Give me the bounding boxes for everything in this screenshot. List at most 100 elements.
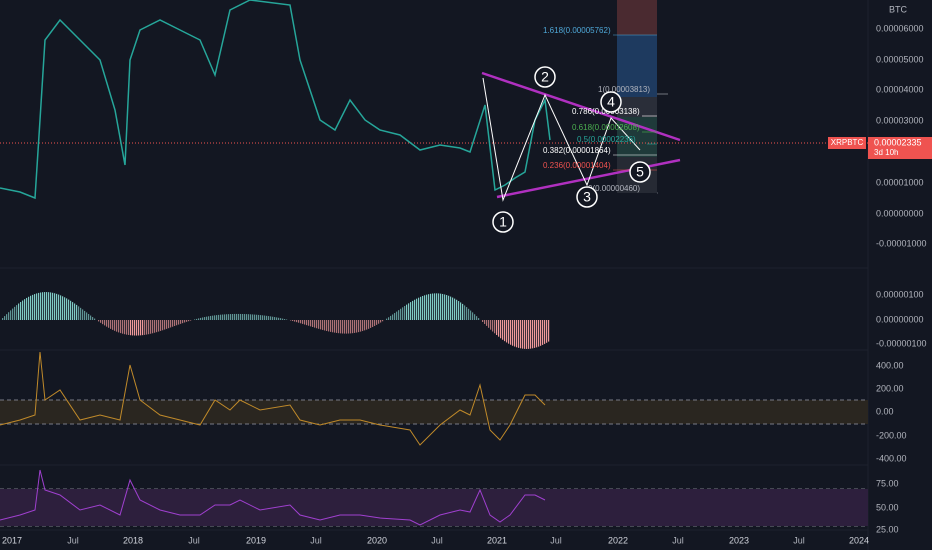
wave-circle xyxy=(629,161,651,183)
macd-bar xyxy=(250,314,252,320)
macd-bar xyxy=(478,318,480,320)
macd-bar xyxy=(320,320,322,330)
fib-label: 0.5(0.00002236) xyxy=(577,135,636,144)
macd-bar xyxy=(224,314,226,320)
macd-bar xyxy=(68,299,70,320)
macd-bar xyxy=(32,294,34,320)
macd-bar xyxy=(302,320,304,324)
macd-bar xyxy=(514,320,516,347)
fib-zone xyxy=(617,117,657,157)
macd-bar xyxy=(234,313,236,320)
macd-bar xyxy=(328,320,330,332)
macd-bar xyxy=(420,296,422,320)
axis-label: 0.00001000 xyxy=(876,177,924,187)
macd-bar xyxy=(18,303,20,320)
macd-bar xyxy=(204,317,206,320)
symbol: XRPBTC xyxy=(831,138,864,147)
macd-bar xyxy=(418,297,420,320)
macd-bar xyxy=(264,315,266,320)
macd-bar xyxy=(162,320,164,331)
macd-bar xyxy=(242,313,244,320)
macd-bar xyxy=(532,320,534,349)
macd-bar xyxy=(298,320,300,323)
macd-bar xyxy=(498,320,500,337)
macd-bar xyxy=(98,320,100,322)
macd-bar xyxy=(82,309,84,320)
macd-bar xyxy=(426,294,428,320)
macd-bar xyxy=(496,320,498,336)
fib-label: 0.618(0.00002608) xyxy=(572,123,640,132)
macd-bar xyxy=(486,320,488,326)
macd-bar xyxy=(544,320,546,344)
macd-bar xyxy=(430,293,432,320)
macd-bar xyxy=(446,295,448,320)
macd-bar xyxy=(398,310,400,320)
macd-bar xyxy=(304,320,306,325)
macd-bar xyxy=(208,316,210,320)
macd-bar xyxy=(216,315,218,320)
macd-bar xyxy=(450,296,452,320)
macd-bar xyxy=(520,320,522,349)
macd-bar xyxy=(284,319,286,320)
time-label: Jul xyxy=(793,535,805,545)
macd-bar xyxy=(334,320,336,333)
macd-bar xyxy=(100,320,102,323)
macd-bar xyxy=(378,320,380,324)
cci-line xyxy=(0,351,546,446)
macd-bar xyxy=(40,292,42,320)
wave-label: 3 xyxy=(583,189,591,205)
axis-label: 0.00006000 xyxy=(876,23,924,33)
macd-bar xyxy=(414,299,416,320)
axis-label: 400.00 xyxy=(876,360,904,370)
price: 0.00002335 xyxy=(874,137,922,147)
macd-bar xyxy=(258,314,260,320)
macd-bar xyxy=(482,320,484,322)
axis-label: 0.00000000 xyxy=(876,314,924,324)
macd-bar xyxy=(350,320,352,334)
macd-bar xyxy=(198,318,200,320)
macd-bar xyxy=(290,320,292,321)
cci-band xyxy=(0,400,868,424)
macd-bar xyxy=(358,320,360,333)
axis-label: 0.00003000 xyxy=(876,115,924,125)
macd-bar xyxy=(222,314,224,320)
macd-bar xyxy=(10,310,12,320)
macd-bar xyxy=(92,317,94,320)
macd-bar xyxy=(434,293,436,320)
macd-bar xyxy=(268,316,270,320)
axis-label: 50.00 xyxy=(876,502,899,512)
macd-bar xyxy=(368,320,370,329)
macd-bar xyxy=(24,299,26,320)
macd-bar xyxy=(296,320,298,323)
macd-bar xyxy=(306,320,308,326)
macd-bar xyxy=(272,316,274,320)
macd-bar xyxy=(142,320,144,336)
macd-bar xyxy=(108,320,110,328)
macd-bar xyxy=(484,320,486,324)
macd-bar xyxy=(314,320,316,328)
macd-bar xyxy=(536,320,538,348)
macd-bar xyxy=(178,320,180,325)
macd-bar xyxy=(52,292,54,320)
time-label: Jul xyxy=(310,535,322,545)
macd-bar xyxy=(212,315,214,320)
macd-bar xyxy=(436,293,438,320)
wave-circle xyxy=(576,186,598,208)
macd-bar xyxy=(76,304,78,320)
macd-bar xyxy=(4,316,6,320)
axis-label: -200.00 xyxy=(876,430,907,440)
macd-bar xyxy=(406,304,408,320)
macd-bar xyxy=(126,320,128,335)
macd-bar xyxy=(248,314,250,320)
macd-bar xyxy=(70,300,72,320)
macd-bar xyxy=(206,316,208,320)
macd-bar xyxy=(152,320,154,334)
macd-bar xyxy=(54,293,56,320)
macd-bar xyxy=(280,318,282,320)
macd-bar xyxy=(356,320,358,333)
macd-bar xyxy=(164,320,166,330)
macd-bar xyxy=(466,307,468,320)
wave-label: 5 xyxy=(636,164,644,180)
macd-bar xyxy=(488,320,490,328)
